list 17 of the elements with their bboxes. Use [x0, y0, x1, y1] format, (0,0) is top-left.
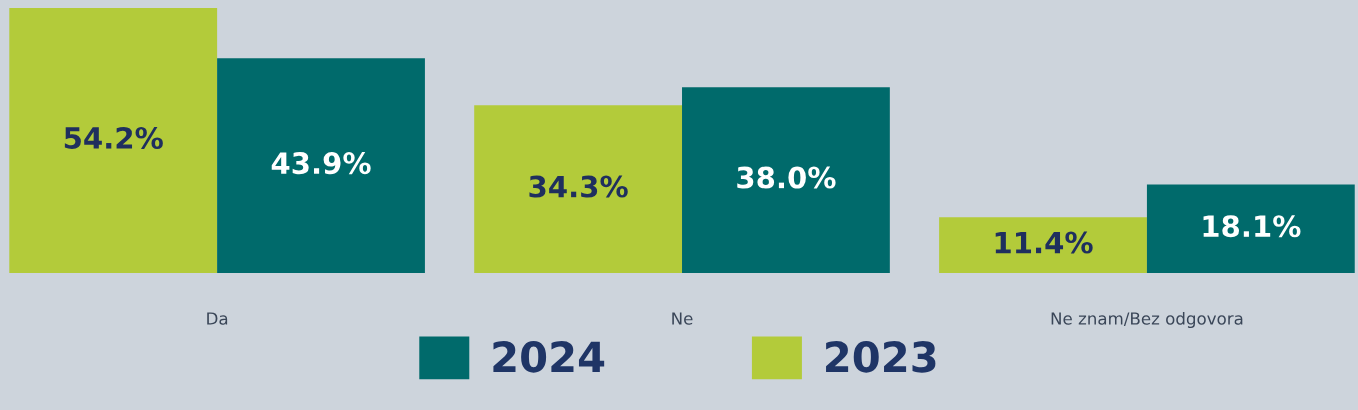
x-tick-label: Da — [207, 312, 228, 325]
data-label: 34.3% — [529, 175, 628, 198]
data-label: 38.0% — [737, 166, 836, 189]
bar — [474, 105, 683, 273]
bar — [9, 8, 218, 273]
data-label: 18.1% — [1203, 215, 1301, 238]
bar — [217, 58, 425, 273]
bar — [1146, 184, 1355, 273]
x-tick-label: Ne — [672, 312, 693, 325]
data-label: 54.2% — [64, 126, 163, 149]
data-label: 43.9% — [271, 152, 371, 175]
legend-label: 2024 — [493, 341, 605, 373]
legend-label: 2023 — [826, 341, 936, 373]
bar — [682, 87, 890, 273]
data-label: 11.4% — [995, 231, 1093, 254]
bar — [939, 217, 1147, 273]
x-tick-label: Ne znam/Bez odgovora — [1051, 311, 1243, 329]
